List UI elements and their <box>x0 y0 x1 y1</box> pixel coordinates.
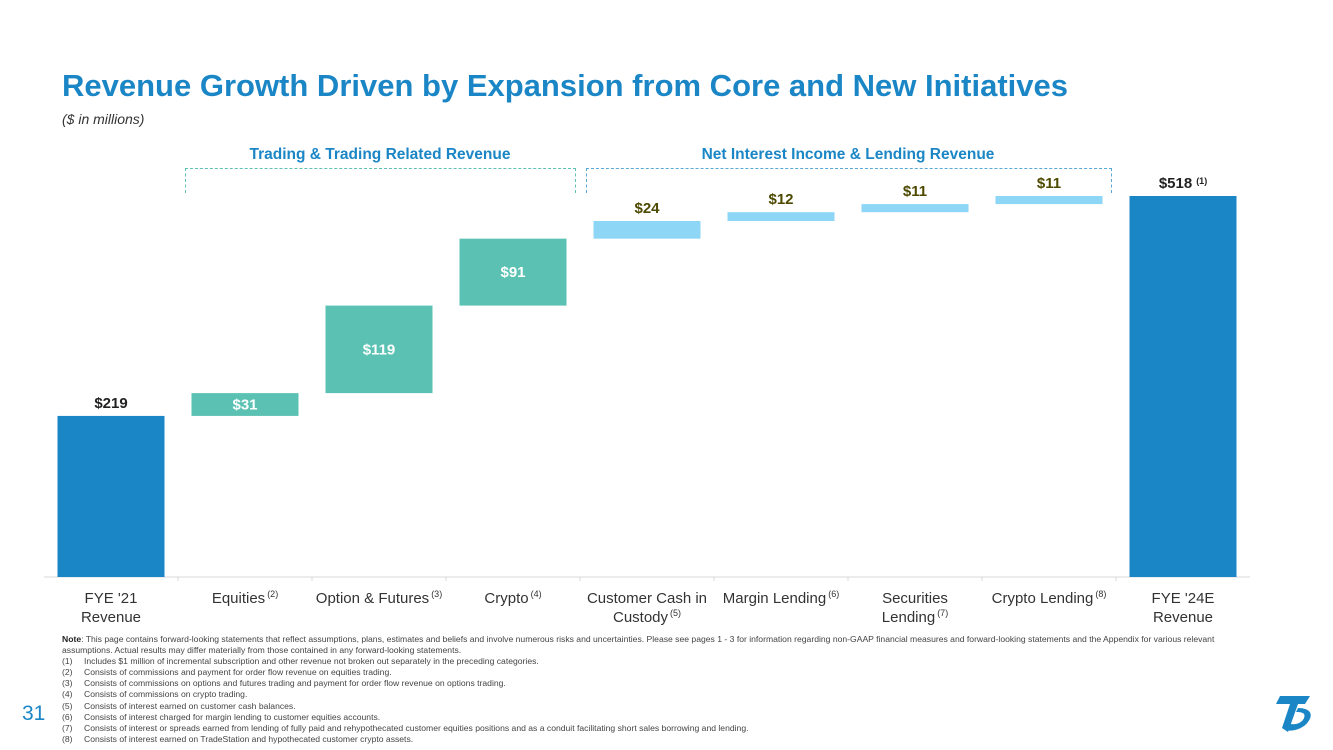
x-tick-label: Securities <box>882 590 948 607</box>
group-label-interest: Net Interest Income & Lending Revenue <box>701 146 995 163</box>
notes-section: Note: This page contains forward-looking… <box>62 634 1252 745</box>
bar-1 <box>191 393 299 416</box>
bar-8 <box>1129 196 1237 577</box>
x-tick-label: Custody (5) <box>613 608 681 626</box>
x-tick-footnote-ref: (8) <box>1095 589 1106 599</box>
bar-6 <box>861 204 969 213</box>
data-label-footnote-ref: (1) <box>1196 176 1207 186</box>
x-tick-label: Equities (2) <box>212 589 278 607</box>
group-label-trading: Trading & Trading Related Revenue <box>249 146 511 163</box>
footnote-number: (7) <box>62 722 73 733</box>
footnote-text: Consists of interest earned on TradeStat… <box>84 733 414 744</box>
bar-2 <box>325 305 433 394</box>
footnote-text: Consists of interest earned on customer … <box>84 700 296 711</box>
footnote-item: (5) Consists of interest earned on custom… <box>62 701 1252 712</box>
footnote-item: (2) Consists of commissions and payment f… <box>62 667 1252 678</box>
data-label: $119 <box>363 341 396 358</box>
bar-5 <box>727 212 835 222</box>
x-tick-label: Customer Cash in <box>587 590 707 607</box>
footnote-item: (4) Consists of commissions on crypto tra… <box>62 689 1252 700</box>
waterfall-chart: $219 FYE '21 Revenue $31 Equities (2) $119 Opti… <box>44 175 1250 626</box>
x-tick-footnote-ref: (7) <box>937 608 948 618</box>
x-tick-label: Crypto Lending (8) <box>992 589 1107 607</box>
x-tick-label: Crypto (4) <box>484 589 541 607</box>
data-label: $24 <box>634 200 660 217</box>
x-tick-label: Revenue <box>1153 609 1213 626</box>
x-tick-label: Margin Lending (6) <box>723 589 839 607</box>
x-tick-footnote-ref: (2) <box>267 589 278 599</box>
note-paragraph: Note: This page contains forward-looking… <box>62 634 1252 656</box>
footnote-item: (3) Consists of commissions on options an… <box>62 678 1252 689</box>
footnote-number: (2) <box>62 667 73 678</box>
footnote-text: Includes $1 million of incremental subsc… <box>84 656 539 667</box>
footnote-list: (1) Includes $1 million of incremental su… <box>62 656 1252 745</box>
group-bracket-interest <box>586 168 1112 193</box>
data-label: $31 <box>232 397 257 414</box>
bar-7 <box>995 196 1103 205</box>
footnote-text: Consists of commissions and payment for … <box>84 667 392 678</box>
page-subtitle: ($ in millions) <box>62 111 145 127</box>
data-label: $91 <box>500 264 525 281</box>
bar-3 <box>459 238 567 306</box>
x-tick-footnote-ref: (3) <box>431 589 442 599</box>
x-tick-footnote-ref: (6) <box>828 589 839 599</box>
x-tick-footnote-ref: (5) <box>670 608 681 618</box>
data-label: $518 (1) <box>1159 175 1207 192</box>
note-label: Note <box>62 634 82 644</box>
footnote-text: Consists of commissions on options and f… <box>84 678 506 689</box>
footnote-number: (1) <box>62 656 73 667</box>
note-text: : This page contains forward-looking sta… <box>62 634 1215 656</box>
bar-4 <box>593 221 701 239</box>
data-label: $219 <box>94 395 127 412</box>
footnote-text: Consists of commissions on crypto tradin… <box>84 689 248 700</box>
footnote-item: (1) Includes $1 million of incremental su… <box>62 656 1252 667</box>
x-tick-footnote-ref: (4) <box>531 589 542 599</box>
page-title: Revenue Growth Driven by Expansion from … <box>62 68 1069 103</box>
x-tick-label: FYE '24E <box>1152 590 1215 607</box>
bar-0 <box>57 415 165 577</box>
footnote-item: (6) Consists of interest charged for marg… <box>62 712 1252 723</box>
footnote-number: (4) <box>62 689 73 700</box>
page-number: 31 <box>22 702 46 725</box>
footnote-item: (8) Consists of interest earned on TradeS… <box>62 734 1252 745</box>
x-tick-label: FYE '21 <box>85 590 138 607</box>
data-label: $12 <box>768 191 793 208</box>
footnote-number: (6) <box>62 711 73 722</box>
tradestation-logo-icon <box>1276 696 1311 732</box>
x-tick-label: Lending (7) <box>882 608 948 626</box>
footnote-text: Consists of interest or spreads earned f… <box>84 722 749 733</box>
footnote-number: (3) <box>62 678 73 689</box>
x-tick-label: Revenue <box>81 609 141 626</box>
x-tick-label: Option & Futures (3) <box>316 589 442 607</box>
footnote-number: (8) <box>62 733 73 744</box>
data-label: $11 <box>1037 175 1061 192</box>
data-label: $11 <box>903 183 927 200</box>
footnote-number: (5) <box>62 700 73 711</box>
footnote-text: Consists of interest charged for margin … <box>84 711 381 722</box>
group-bracket-trading <box>185 168 576 193</box>
footnote-item: (7) Consists of interest or spreads earne… <box>62 723 1252 734</box>
